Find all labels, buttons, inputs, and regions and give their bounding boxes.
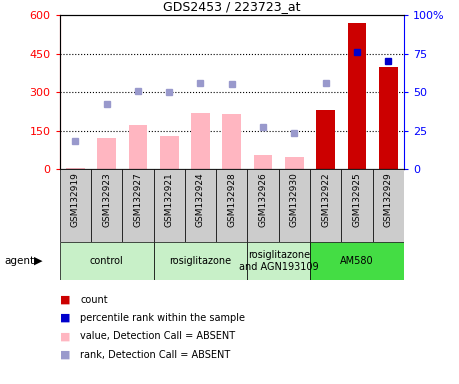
Bar xyxy=(316,114,335,169)
Text: GSM132930: GSM132930 xyxy=(290,173,299,227)
Title: GDS2453 / 223723_at: GDS2453 / 223723_at xyxy=(163,0,301,13)
Text: percentile rank within the sample: percentile rank within the sample xyxy=(80,313,245,323)
Text: GSM132926: GSM132926 xyxy=(258,173,268,227)
Bar xyxy=(122,169,154,242)
Text: GSM132924: GSM132924 xyxy=(196,173,205,227)
Text: AM580: AM580 xyxy=(340,256,374,266)
Bar xyxy=(66,168,85,169)
Text: rosiglitazone: rosiglitazone xyxy=(169,256,231,266)
Bar xyxy=(247,242,310,280)
Bar xyxy=(310,242,404,280)
Text: GSM132928: GSM132928 xyxy=(227,173,236,227)
Bar xyxy=(373,169,404,242)
Bar xyxy=(191,113,210,169)
Bar xyxy=(279,169,310,242)
Bar xyxy=(154,169,185,242)
Text: ■: ■ xyxy=(60,350,70,360)
Bar xyxy=(341,169,373,242)
Bar xyxy=(91,169,122,242)
Text: count: count xyxy=(80,295,108,305)
Text: GSM132929: GSM132929 xyxy=(384,173,393,227)
Bar xyxy=(347,23,366,169)
Bar xyxy=(285,157,304,169)
Text: agent: agent xyxy=(5,256,35,266)
Bar xyxy=(160,136,179,169)
Text: ■: ■ xyxy=(60,331,70,341)
Text: GSM132919: GSM132919 xyxy=(71,173,80,227)
Text: value, Detection Call = ABSENT: value, Detection Call = ABSENT xyxy=(80,331,235,341)
Bar xyxy=(216,169,247,242)
Bar xyxy=(316,110,335,169)
Bar xyxy=(379,66,397,169)
Text: GSM132921: GSM132921 xyxy=(165,173,174,227)
Text: GSM132923: GSM132923 xyxy=(102,173,111,227)
Text: ▶: ▶ xyxy=(34,256,42,266)
Bar xyxy=(60,169,91,242)
Text: GSM132925: GSM132925 xyxy=(353,173,362,227)
Text: GSM132922: GSM132922 xyxy=(321,173,330,227)
Bar xyxy=(310,169,341,242)
Text: GSM132927: GSM132927 xyxy=(134,173,142,227)
Bar xyxy=(129,126,147,169)
Bar xyxy=(254,155,273,169)
Text: rosiglitazone
and AGN193109: rosiglitazone and AGN193109 xyxy=(239,250,319,272)
Text: control: control xyxy=(90,256,123,266)
Bar xyxy=(154,242,247,280)
Bar xyxy=(60,242,154,280)
Bar xyxy=(223,114,241,169)
Text: rank, Detection Call = ABSENT: rank, Detection Call = ABSENT xyxy=(80,350,230,360)
Bar xyxy=(247,169,279,242)
Text: ■: ■ xyxy=(60,313,70,323)
Text: ■: ■ xyxy=(60,295,70,305)
Bar xyxy=(185,169,216,242)
Bar xyxy=(97,138,116,169)
